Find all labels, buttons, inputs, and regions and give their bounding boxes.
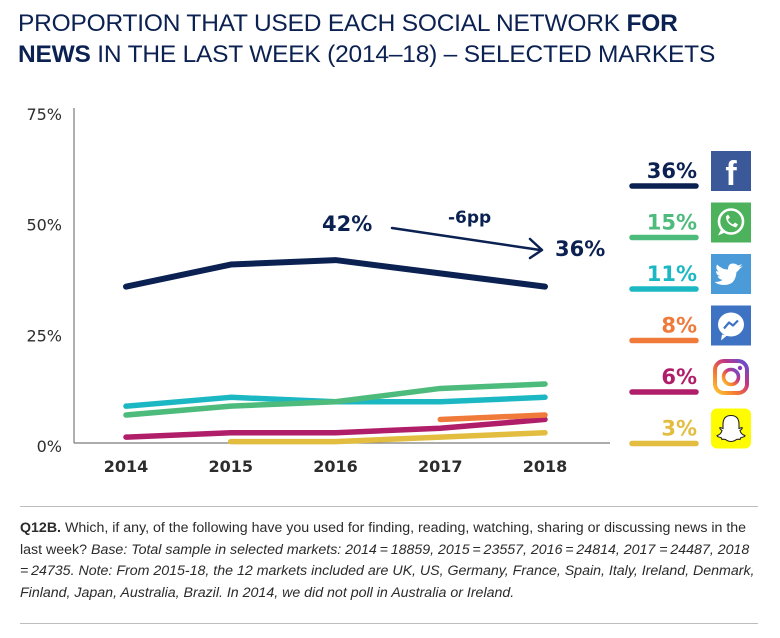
legend-item-twitter: 11% [629,254,751,294]
messenger-icon [711,305,751,346]
legend-item-messenger: 8% [629,305,751,346]
x-tick-label: 2017 [418,457,463,476]
title-bold-for: FOR [626,10,678,37]
series-line-snapchat [228,429,548,445]
annotation-change-label: -6pp [448,208,491,228]
x-tick-label: 2018 [523,457,568,476]
annotations: 42% -6pp 36% [322,208,605,261]
annotation-end-label: 36% [555,237,605,261]
legend-value-label: 36% [647,159,697,183]
footnote-base: Base: Total sample in selected markets: … [20,541,755,601]
instagram-icon [711,357,751,397]
y-tick-label: 0% [37,437,62,456]
series-line-instagram [123,416,548,440]
series-line-messenger [437,412,548,423]
y-tick-labels: 0% 25% 50% 75% [26,105,62,456]
x-tick-label: 2015 [208,457,253,476]
y-tick-label: 75% [26,105,62,124]
line-chart: 0% 25% 50% 75% 2014 2015 2016 2017 2018 42% -6p… [26,105,751,476]
series-line-whatsapp [123,381,548,418]
chart-title: PROPORTION THAT USED EACH SOCIAL NETWORK… [18,8,768,70]
annotation-arrow-shaft [390,226,542,252]
svg-text:f: f [725,155,737,193]
footnote-question: Which, if any, of the following have you… [20,520,747,558]
x-tick-label: 2014 [104,457,149,476]
legend-value-label: 11% [647,262,697,286]
legend-value-label: 3% [661,417,697,441]
title-bold-news: NEWS [18,41,91,68]
facebook-icon: f [711,151,751,193]
twitter-icon [711,254,751,294]
legend-item-facebook: 36% f [629,151,751,193]
axes [73,108,610,444]
legend: 36% f 15% 11% 8% 6% 3% [629,151,751,449]
divider-top [20,506,758,507]
title-part-2: IN THE LAST WEEK (2014–18) – SELECTED MA… [90,41,716,68]
whatsapp-icon [711,202,751,243]
legend-item-instagram: 6% [629,357,751,397]
legend-item-whatsapp: 15% [629,202,751,243]
legend-value-label: 8% [661,314,697,338]
legend-item-snapchat: 3% [629,408,751,449]
x-tick-labels: 2014 2015 2016 2017 2018 [104,457,568,476]
series-line-facebook [123,257,548,290]
annotation-arrow-head [528,237,544,260]
x-tick-label: 2016 [313,457,358,476]
title-part-1: PROPORTION THAT USED EACH SOCIAL NETWORK [18,10,627,37]
y-tick-label: 50% [26,216,62,235]
y-tick-label: 25% [26,326,62,345]
legend-value-label: 15% [647,211,697,235]
legend-value-label: 6% [661,365,697,389]
annotation-peak-label: 42% [322,212,372,236]
series-lines [123,257,548,445]
footnote-question-label: Q12B. [20,520,62,536]
divider-bottom [20,623,758,624]
snapchat-icon [711,408,751,449]
footnote: Q12B. Which, if any, of the following ha… [20,518,760,604]
